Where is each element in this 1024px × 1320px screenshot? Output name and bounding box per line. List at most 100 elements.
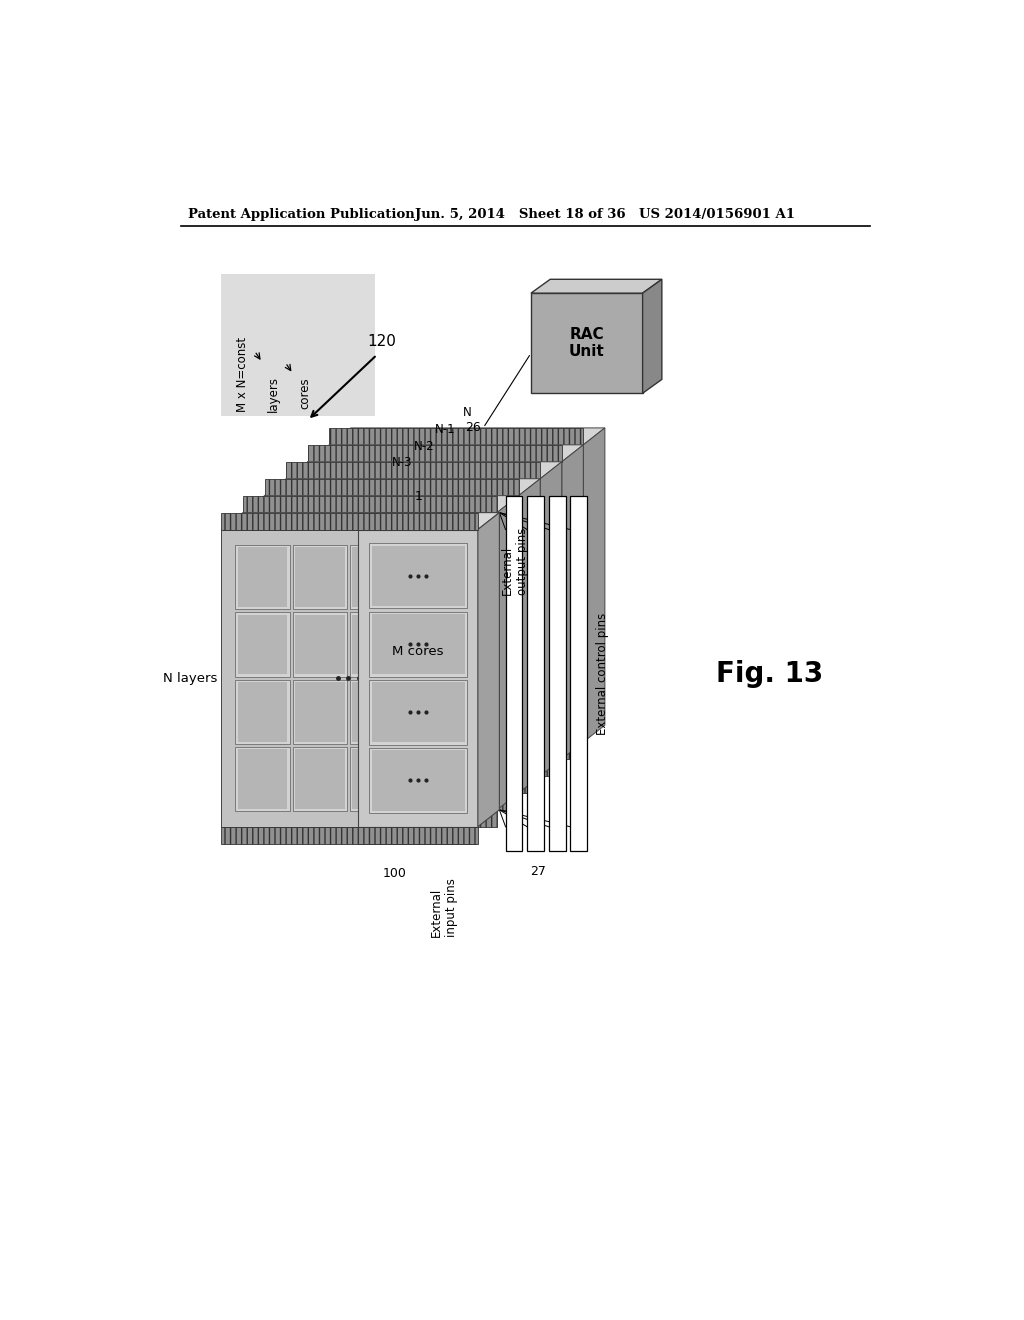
Polygon shape: [243, 496, 518, 512]
Bar: [357, 628, 412, 693]
Bar: [472, 561, 526, 626]
Bar: [307, 759, 562, 776]
Polygon shape: [286, 462, 562, 479]
Bar: [515, 595, 569, 659]
Bar: [295, 682, 345, 742]
Bar: [316, 598, 367, 657]
Text: N: N: [463, 405, 471, 418]
Bar: [300, 696, 354, 760]
Bar: [238, 750, 288, 809]
Bar: [300, 494, 354, 558]
Bar: [316, 531, 367, 590]
Bar: [357, 494, 412, 558]
Bar: [381, 681, 431, 742]
Bar: [295, 548, 345, 607]
Bar: [350, 680, 404, 744]
Bar: [515, 663, 569, 726]
Polygon shape: [541, 462, 562, 776]
Bar: [395, 581, 445, 640]
Bar: [474, 631, 524, 690]
Bar: [400, 663, 455, 726]
Bar: [221, 275, 376, 416]
Bar: [330, 742, 584, 759]
Bar: [417, 496, 467, 556]
Bar: [345, 665, 395, 725]
Bar: [472, 696, 526, 760]
Bar: [379, 612, 433, 676]
Bar: [359, 698, 410, 758]
Bar: [259, 531, 309, 590]
Polygon shape: [531, 280, 662, 293]
Bar: [281, 581, 331, 640]
Text: 1: 1: [415, 490, 422, 503]
Bar: [281, 513, 331, 573]
Bar: [474, 698, 524, 758]
Bar: [293, 680, 347, 744]
Bar: [472, 494, 526, 558]
Bar: [236, 747, 290, 812]
Bar: [316, 733, 367, 792]
Bar: [410, 682, 460, 742]
Text: cores: cores: [298, 378, 311, 409]
Bar: [336, 511, 390, 576]
Bar: [372, 614, 465, 675]
Bar: [264, 496, 518, 793]
Bar: [517, 598, 567, 657]
Bar: [429, 595, 483, 660]
Bar: [372, 545, 465, 606]
Bar: [352, 682, 402, 742]
Bar: [221, 529, 475, 826]
Bar: [374, 531, 424, 590]
Bar: [429, 663, 483, 727]
Bar: [431, 531, 481, 590]
Bar: [324, 479, 374, 539]
Bar: [345, 462, 395, 523]
Bar: [324, 681, 374, 742]
Bar: [238, 615, 288, 675]
Polygon shape: [264, 479, 541, 496]
Text: 26: 26: [465, 421, 481, 434]
Polygon shape: [307, 445, 584, 462]
Bar: [236, 545, 290, 610]
Bar: [494, 680, 548, 743]
Bar: [243, 496, 497, 512]
Bar: [494, 612, 548, 676]
Bar: [314, 528, 369, 593]
Bar: [372, 682, 465, 742]
Bar: [372, 730, 426, 795]
Bar: [370, 680, 467, 744]
Polygon shape: [478, 512, 500, 826]
Bar: [393, 511, 447, 576]
Bar: [496, 479, 546, 539]
Bar: [370, 611, 467, 677]
Bar: [451, 645, 505, 710]
Bar: [221, 826, 475, 843]
Bar: [343, 461, 397, 524]
Bar: [338, 513, 388, 573]
Bar: [474, 564, 524, 623]
Text: External
input pins: External input pins: [430, 878, 458, 937]
Bar: [496, 681, 546, 742]
Bar: [357, 561, 412, 626]
Bar: [358, 529, 478, 826]
Bar: [352, 750, 402, 809]
Bar: [359, 496, 410, 556]
Bar: [474, 496, 524, 556]
Bar: [429, 730, 483, 795]
Bar: [322, 545, 376, 609]
Bar: [515, 528, 569, 591]
Bar: [379, 680, 433, 743]
Bar: [307, 462, 562, 759]
Bar: [359, 631, 410, 690]
Bar: [431, 733, 481, 792]
Bar: [336, 645, 390, 710]
Bar: [408, 612, 462, 677]
Bar: [453, 581, 503, 640]
Bar: [372, 528, 426, 593]
Bar: [324, 546, 374, 607]
Bar: [286, 479, 541, 776]
Bar: [358, 826, 478, 843]
Bar: [343, 663, 397, 726]
Bar: [336, 713, 390, 777]
Bar: [415, 696, 469, 760]
